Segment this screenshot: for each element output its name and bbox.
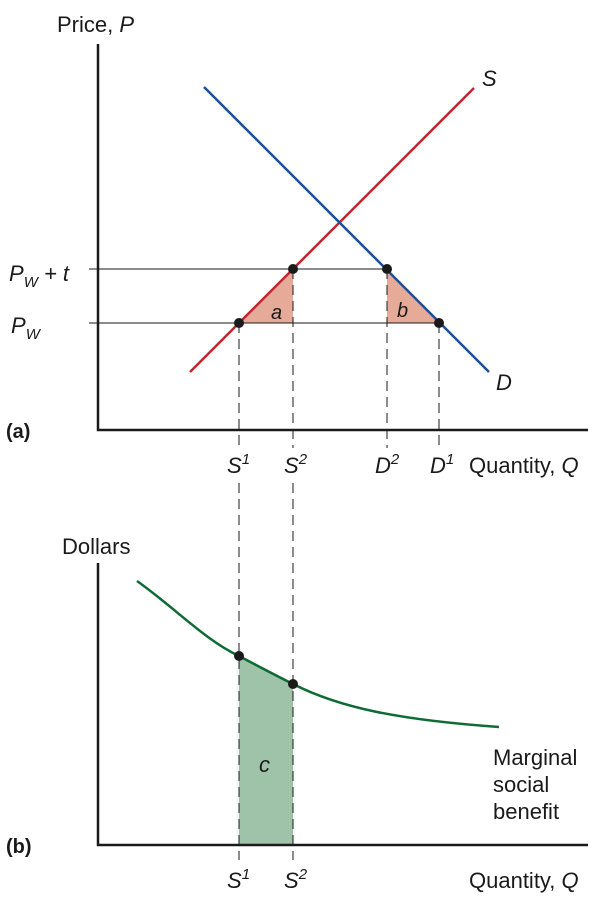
panel-a: Price, P PW + t PW S D a b (a) S1 S2 D2 … — [6, 12, 588, 478]
point-s1-mb — [234, 651, 244, 661]
panel-b-axes — [96, 563, 588, 847]
tick-d1: D1 — [430, 451, 454, 478]
supply-curve — [189, 87, 475, 373]
panel-a-xlabel: Quantity, Q — [469, 453, 579, 478]
tick-s2: S2 — [284, 451, 308, 478]
panel-a-axes — [96, 44, 588, 432]
panel-b-label: (b) — [6, 836, 32, 858]
tick-s1-b: S1 — [227, 866, 250, 893]
panel-b-xlabel: Quantity, Q — [469, 868, 579, 893]
demand-curve — [203, 86, 490, 373]
panel-a-ylabel: Price, P — [57, 12, 134, 37]
marginal-social-benefit-curve — [136, 579, 500, 729]
tick-d2: D2 — [375, 451, 400, 478]
area-b-label: b — [397, 300, 408, 322]
panel-a-label: (a) — [6, 421, 30, 443]
supply-label: S — [482, 66, 497, 91]
area-c-label: c — [259, 752, 270, 777]
tick-s1: S1 — [227, 451, 250, 478]
panel-b: Dollars c Marginal social benefit (b) S1… — [6, 534, 588, 893]
guide-lines — [238, 269, 440, 860]
curve-label-line-1: Marginal — [493, 745, 577, 770]
curve-label-line-3: benefit — [493, 799, 559, 824]
area-a-label: a — [271, 302, 282, 324]
curve-label-line-2: social — [493, 772, 549, 797]
panel-b-ylabel: Dollars — [62, 534, 130, 559]
demand-label: D — [496, 370, 512, 395]
pw-label: PW — [11, 313, 42, 343]
pw-t-label: PW + t — [9, 261, 70, 291]
area-c — [239, 656, 293, 845]
tick-s2-b: S2 — [284, 866, 308, 893]
